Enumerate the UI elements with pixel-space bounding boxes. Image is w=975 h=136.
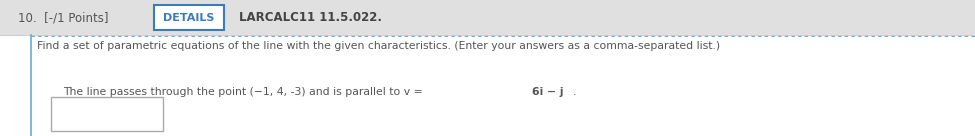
Text: Find a set of parametric equations of the line with the given characteristics. (: Find a set of parametric equations of th… [37,41,721,51]
Bar [51,97,163,131]
Text: .: . [572,87,576,97]
FancyBboxPatch shape [154,5,224,30]
Text: DETAILS: DETAILS [164,13,214,23]
Text: 10.  [-/1 Points]: 10. [-/1 Points] [18,11,108,24]
Text: LARCALC11 11.5.022.: LARCALC11 11.5.022. [239,11,382,24]
Text: The line passes through the point (−1, 4, -3) and is parallel to v =: The line passes through the point (−1, 4… [63,87,427,97]
Text: 6i − j: 6i − j [532,87,564,97]
Bar [0,35,975,136]
Bar [0,0,975,35]
